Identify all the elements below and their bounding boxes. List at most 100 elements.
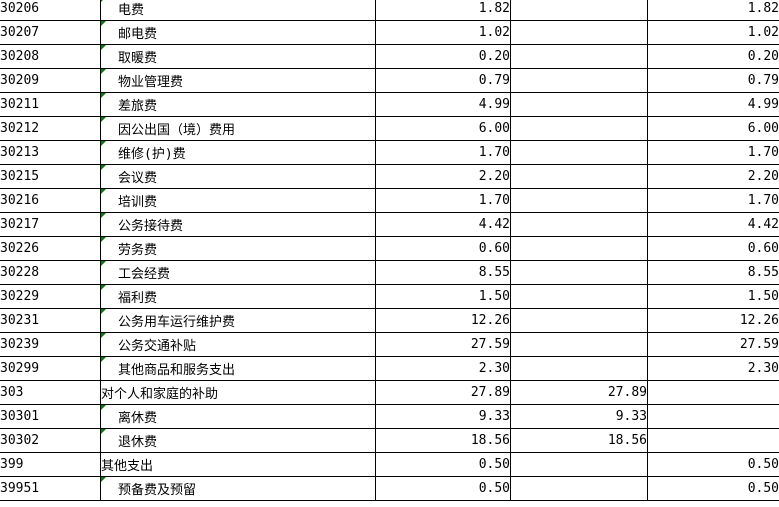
cell-value-3[interactable]: 2.20 xyxy=(647,164,779,189)
cell-item-name[interactable]: 预备费及预留 xyxy=(100,476,376,501)
cell-value-1[interactable]: 0.50 xyxy=(375,476,511,501)
cell-value-3[interactable]: 0.79 xyxy=(647,68,779,93)
cell-value-2[interactable] xyxy=(510,188,648,213)
cell-item-name[interactable]: 因公出国（境）费用 xyxy=(100,116,376,141)
cell-value-3[interactable]: 4.99 xyxy=(647,92,779,117)
cell-value-1[interactable]: 2.30 xyxy=(375,356,511,381)
cell-value-3[interactable]: 12.26 xyxy=(647,308,779,333)
cell-value-2[interactable] xyxy=(510,356,648,381)
cell-code[interactable]: 30209 xyxy=(0,68,101,93)
cell-value-2[interactable] xyxy=(510,260,648,285)
cell-value-3[interactable]: 0.50 xyxy=(647,476,779,501)
cell-value-1[interactable]: 4.99 xyxy=(375,92,511,117)
cell-value-2[interactable] xyxy=(510,476,648,501)
cell-value-2[interactable] xyxy=(510,164,648,189)
cell-value-1[interactable]: 27.59 xyxy=(375,332,511,357)
cell-item-name[interactable]: 公务交通补贴 xyxy=(100,332,376,357)
cell-item-name[interactable]: 物业管理费 xyxy=(100,68,376,93)
cell-value-3[interactable]: 0.20 xyxy=(647,44,779,69)
cell-value-1[interactable]: 0.79 xyxy=(375,68,511,93)
cell-code[interactable]: 303 xyxy=(0,380,101,405)
cell-value-3[interactable] xyxy=(647,428,779,453)
cell-value-2[interactable] xyxy=(510,0,648,21)
cell-item-name[interactable]: 劳务费 xyxy=(100,236,376,261)
cell-value-1[interactable]: 1.70 xyxy=(375,140,511,165)
cell-value-1[interactable]: 1.50 xyxy=(375,284,511,309)
cell-item-name[interactable]: 差旅费 xyxy=(100,92,376,117)
cell-value-2[interactable] xyxy=(510,140,648,165)
cell-value-3[interactable]: 6.00 xyxy=(647,116,779,141)
cell-item-name[interactable]: 公务接待费 xyxy=(100,212,376,237)
cell-item-name[interactable]: 取暖费 xyxy=(100,44,376,69)
cell-item-name[interactable]: 其他商品和服务支出 xyxy=(100,356,376,381)
cell-value-3[interactable]: 27.59 xyxy=(647,332,779,357)
cell-code[interactable]: 30206 xyxy=(0,0,101,21)
cell-code[interactable]: 30229 xyxy=(0,284,101,309)
cell-value-1[interactable]: 0.60 xyxy=(375,236,511,261)
cell-item-name[interactable]: 会议费 xyxy=(100,164,376,189)
cell-value-1[interactable]: 0.50 xyxy=(375,452,511,477)
cell-value-1[interactable]: 1.70 xyxy=(375,188,511,213)
cell-code[interactable]: 30212 xyxy=(0,116,101,141)
cell-code[interactable]: 30215 xyxy=(0,164,101,189)
cell-value-2[interactable] xyxy=(510,236,648,261)
cell-value-2[interactable] xyxy=(510,116,648,141)
cell-value-3[interactable]: 0.60 xyxy=(647,236,779,261)
cell-code[interactable]: 30208 xyxy=(0,44,101,69)
cell-value-3[interactable]: 1.82 xyxy=(647,0,779,21)
cell-value-3[interactable]: 4.42 xyxy=(647,212,779,237)
cell-value-3[interactable]: 0.50 xyxy=(647,452,779,477)
cell-value-1[interactable]: 6.00 xyxy=(375,116,511,141)
cell-value-3[interactable]: 8.55 xyxy=(647,260,779,285)
cell-value-2[interactable] xyxy=(510,284,648,309)
cell-code[interactable]: 30299 xyxy=(0,356,101,381)
cell-value-1[interactable]: 2.20 xyxy=(375,164,511,189)
cell-item-name[interactable]: 维修(护)费 xyxy=(100,140,376,165)
cell-value-1[interactable]: 18.56 xyxy=(375,428,511,453)
cell-value-2[interactable] xyxy=(510,212,648,237)
cell-value-1[interactable]: 12.26 xyxy=(375,308,511,333)
cell-code[interactable]: 30216 xyxy=(0,188,101,213)
cell-value-3[interactable]: 1.02 xyxy=(647,20,779,45)
cell-value-2[interactable] xyxy=(510,308,648,333)
cell-value-3[interactable] xyxy=(647,380,779,405)
cell-item-name[interactable]: 公务用车运行维护费 xyxy=(100,308,376,333)
cell-code[interactable]: 30302 xyxy=(0,428,101,453)
cell-value-2[interactable]: 9.33 xyxy=(510,404,648,429)
cell-code[interactable]: 30226 xyxy=(0,236,101,261)
cell-value-2[interactable] xyxy=(510,44,648,69)
cell-value-1[interactable]: 4.42 xyxy=(375,212,511,237)
cell-item-name[interactable]: 培训费 xyxy=(100,188,376,213)
cell-item-name[interactable]: 电费 xyxy=(100,0,376,21)
cell-value-2[interactable] xyxy=(510,20,648,45)
cell-value-1[interactable]: 9.33 xyxy=(375,404,511,429)
cell-item-name[interactable]: 退休费 xyxy=(100,428,376,453)
cell-code[interactable]: 399 xyxy=(0,452,101,477)
cell-code[interactable]: 30217 xyxy=(0,212,101,237)
cell-code[interactable]: 30228 xyxy=(0,260,101,285)
cell-value-3[interactable]: 2.30 xyxy=(647,356,779,381)
cell-value-1[interactable]: 27.89 xyxy=(375,380,511,405)
cell-value-2[interactable] xyxy=(510,332,648,357)
cell-code[interactable]: 30211 xyxy=(0,92,101,117)
cell-value-3[interactable] xyxy=(647,404,779,429)
cell-value-1[interactable]: 8.55 xyxy=(375,260,511,285)
cell-code[interactable]: 30213 xyxy=(0,140,101,165)
cell-value-2[interactable] xyxy=(510,68,648,93)
cell-value-3[interactable]: 1.70 xyxy=(647,188,779,213)
cell-item-name[interactable]: 离休费 xyxy=(100,404,376,429)
cell-value-1[interactable]: 0.20 xyxy=(375,44,511,69)
cell-code[interactable]: 30207 xyxy=(0,20,101,45)
cell-value-3[interactable]: 1.50 xyxy=(647,284,779,309)
cell-code[interactable]: 30301 xyxy=(0,404,101,429)
cell-item-name[interactable]: 福利费 xyxy=(100,284,376,309)
cell-code[interactable]: 30239 xyxy=(0,332,101,357)
cell-value-2[interactable]: 27.89 xyxy=(510,380,648,405)
cell-value-1[interactable]: 1.02 xyxy=(375,20,511,45)
cell-value-2[interactable] xyxy=(510,92,648,117)
cell-item-name[interactable]: 其他支出 xyxy=(100,452,376,477)
cell-item-name[interactable]: 邮电费 xyxy=(100,20,376,45)
cell-value-2[interactable]: 18.56 xyxy=(510,428,648,453)
cell-value-2[interactable] xyxy=(510,452,648,477)
cell-value-3[interactable]: 1.70 xyxy=(647,140,779,165)
